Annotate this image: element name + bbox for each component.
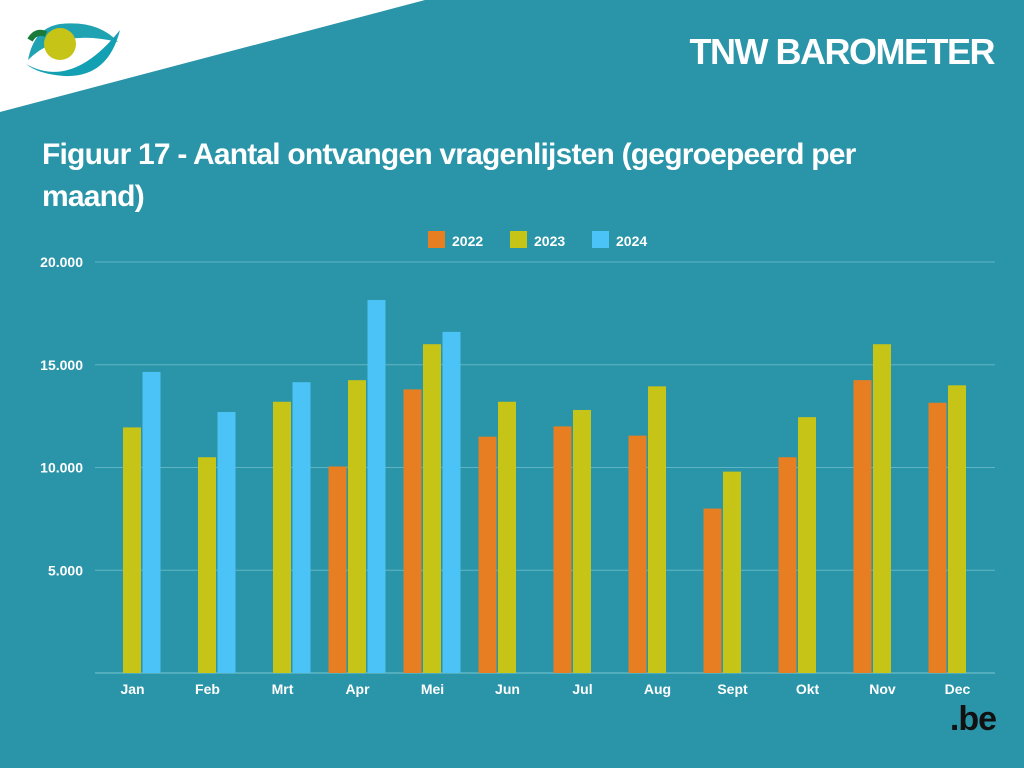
bar-2023-mei	[423, 344, 441, 673]
be-logo-text: .be	[949, 700, 997, 738]
y-tick-label: 5.000	[48, 562, 83, 578]
x-tick-label: Mei	[421, 681, 444, 697]
bar-2023-sept	[723, 471, 741, 673]
bar-2023-jan	[123, 427, 141, 673]
y-axis-ticks: 5.000 10.000 15.000 20.000	[40, 254, 83, 578]
chart-legend: 2022 2023 2024	[428, 231, 647, 249]
bar-2023-aug	[648, 386, 666, 673]
bar-2023-dec	[948, 385, 966, 673]
bar-2024-mrt	[292, 382, 311, 673]
bar-2022-mei	[403, 389, 422, 673]
x-tick-label: Dec	[945, 681, 971, 697]
bar-2022-apr	[328, 466, 347, 673]
be-logo: .be	[949, 700, 997, 739]
bar-2023-feb	[198, 457, 216, 673]
bar-2022-nov	[853, 380, 872, 673]
chart-gridlines	[95, 261, 995, 674]
bar-2023-mrt	[273, 401, 291, 673]
bar-2024-mei	[442, 331, 461, 673]
x-tick-label: Nov	[869, 681, 896, 697]
x-tick-label: Aug	[644, 681, 671, 697]
y-tick-label: 15.000	[40, 357, 83, 373]
bar-2022-aug	[628, 435, 647, 673]
bar-2022-sept	[703, 508, 722, 673]
bar-2024-apr	[367, 300, 386, 673]
bar-2022-okt	[778, 457, 797, 673]
bar-2023-nov	[873, 344, 891, 673]
corner-banner	[0, 0, 425, 112]
x-tick-label: Sept	[717, 681, 748, 697]
x-tick-label: Okt	[796, 681, 820, 697]
bar-2023-jun	[498, 401, 516, 673]
x-tick-label: Feb	[195, 681, 220, 697]
bar-2022-jun	[478, 436, 497, 673]
x-axis-ticks: Jan Feb Mrt Apr Mei Jun Jul Aug Sept Okt Nov Dec	[120, 681, 970, 697]
bar-2023-apr	[348, 380, 366, 673]
chart-bars	[123, 300, 966, 673]
logo-icon	[26, 23, 120, 77]
y-tick-label: 10.000	[40, 460, 83, 476]
legend-swatch-2023	[510, 231, 527, 248]
bar-2022-jul	[553, 426, 572, 673]
x-tick-label: Apr	[345, 681, 370, 697]
legend-label-2024: 2024	[616, 233, 647, 249]
corner-background	[0, 0, 425, 112]
brand-title: TNW BAROMETER	[689, 31, 996, 72]
x-tick-label: Mrt	[272, 681, 294, 697]
y-tick-label: 20.000	[40, 254, 83, 270]
bar-2022-dec	[928, 402, 947, 673]
bar-2023-okt	[798, 417, 816, 673]
x-tick-label: Jun	[495, 681, 520, 697]
x-tick-label: Jan	[120, 681, 144, 697]
x-tick-label: Jul	[572, 681, 592, 697]
legend-label-2022: 2022	[452, 233, 483, 249]
bar-2024-feb	[217, 412, 236, 673]
legend-swatch-2024	[592, 231, 609, 248]
legend-swatch-2022	[428, 231, 445, 248]
bar-2024-jan	[142, 371, 161, 673]
legend-label-2023: 2023	[534, 233, 565, 249]
bar-2023-jul	[573, 409, 591, 673]
figure-title: Figuur 17 - Aantal ontvangen vragenlijst…	[42, 138, 856, 213]
